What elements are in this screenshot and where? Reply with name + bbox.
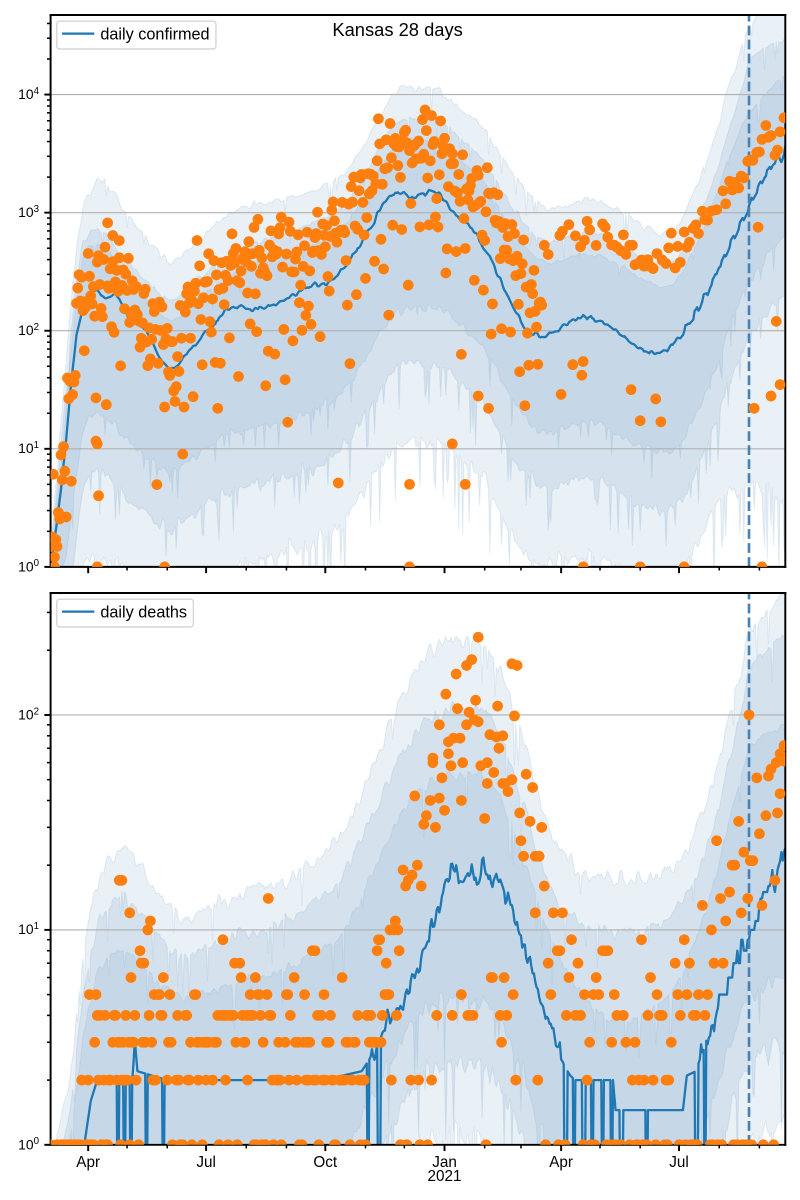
svg-text:Jul: Jul: [669, 1154, 689, 1171]
svg-text:1 0 2: 1 0 2: [18, 699, 40, 724]
svg-text:Jan: Jan: [432, 1154, 457, 1171]
svg-text:1 0 1: 1 0 1: [18, 433, 40, 458]
svg-text:2021: 2021: [428, 1168, 462, 1185]
svg-text:1 0 3: 1 0 3: [18, 197, 40, 222]
svg-text:1 0 2: 1 0 2: [18, 315, 40, 340]
svg-text:1 0 0: 1 0 0: [18, 1129, 40, 1154]
svg-text:1 0 1: 1 0 1: [18, 914, 40, 939]
svg-text:1 0 0: 1 0 0: [18, 551, 40, 576]
svg-text:daily confirmed: daily confirmed: [100, 25, 209, 43]
svg-text:Oct: Oct: [313, 1154, 338, 1171]
svg-text:Apr: Apr: [549, 1154, 573, 1171]
svg-text:1 0 4: 1 0 4: [18, 79, 40, 104]
svg-text:Jul: Jul: [196, 1154, 216, 1171]
svg-text:Apr: Apr: [76, 1154, 100, 1171]
svg-text:daily deaths: daily deaths: [100, 603, 187, 621]
svg-text:Kansas 28 days: Kansas 28 days: [332, 19, 462, 40]
